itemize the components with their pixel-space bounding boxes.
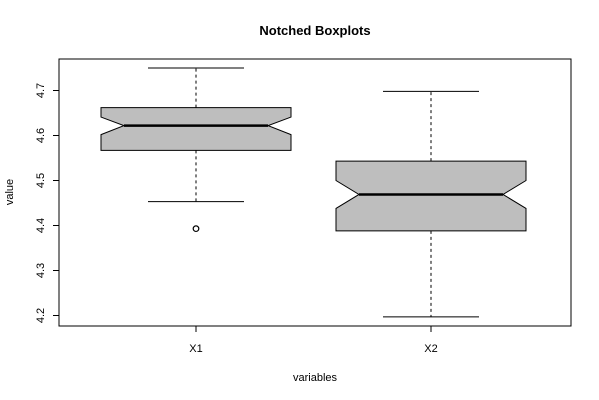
outlier-point-x1	[192, 225, 200, 233]
x-axis: X1 X2	[189, 326, 438, 355]
x-tick-label: X1	[189, 343, 202, 355]
y-tick-label: 4.6	[35, 128, 47, 143]
x-tick-label: X2	[424, 343, 437, 355]
chart-title: Notched Boxplots	[259, 23, 370, 38]
y-axis: 4.2 4.3 4.4 4.5 4.6 4.7	[35, 83, 59, 323]
box-x1	[100, 107, 292, 151]
x-axis-label: variables	[293, 372, 338, 384]
boxes-layer	[100, 67, 527, 318]
y-tick-label: 4.5	[35, 173, 47, 188]
y-tick-label: 4.3	[35, 263, 47, 278]
y-tick-label: 4.2	[35, 308, 47, 323]
y-tick-label: 4.4	[35, 218, 47, 233]
y-tick-label: 4.7	[35, 83, 47, 98]
box-x2	[335, 160, 527, 232]
plot-frame	[58, 58, 572, 327]
y-axis-label: value	[4, 179, 16, 205]
